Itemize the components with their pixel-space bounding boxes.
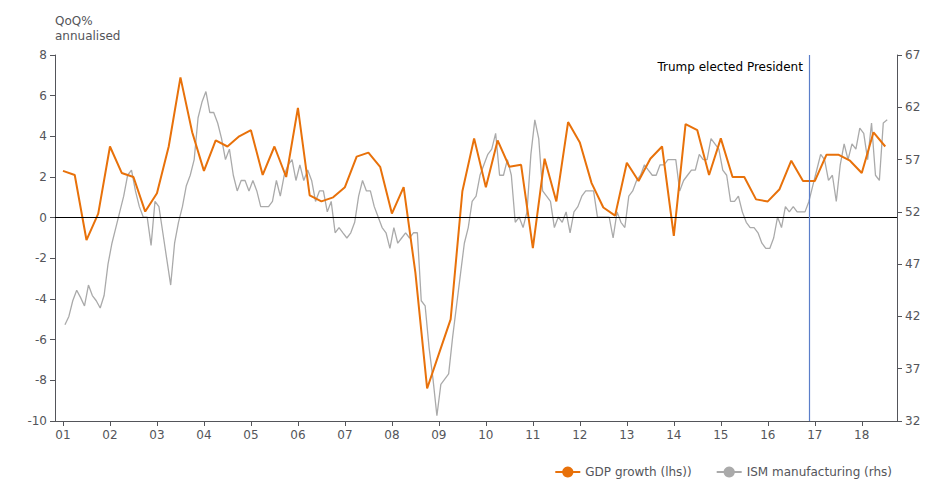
svg-text:32: 32 (905, 414, 920, 428)
svg-text:ISM manufacturing (rhs): ISM manufacturing (rhs) (747, 465, 892, 479)
svg-text:-10: -10 (27, 414, 47, 428)
svg-text:18: 18 (854, 428, 869, 442)
svg-text:-8: -8 (35, 373, 47, 387)
svg-text:04: 04 (196, 428, 211, 442)
svg-text:11: 11 (525, 428, 540, 442)
svg-text:08: 08 (384, 428, 399, 442)
svg-text:4: 4 (39, 129, 47, 143)
svg-text:10: 10 (478, 428, 493, 442)
svg-text:57: 57 (905, 153, 920, 167)
svg-text:47: 47 (905, 257, 920, 271)
svg-text:0: 0 (39, 211, 47, 225)
svg-text:-4: -4 (35, 292, 47, 306)
svg-text:QoQ%: QoQ% (55, 14, 93, 28)
svg-text:05: 05 (243, 428, 258, 442)
svg-text:62: 62 (905, 100, 920, 114)
svg-text:Trump elected President: Trump elected President (656, 60, 803, 74)
svg-text:annualised: annualised (55, 29, 120, 43)
svg-text:GDP growth (lhs)): GDP growth (lhs)) (585, 465, 691, 479)
svg-text:17: 17 (807, 428, 822, 442)
svg-text:8: 8 (39, 48, 47, 62)
svg-text:12: 12 (572, 428, 587, 442)
svg-text:-2: -2 (35, 251, 47, 265)
svg-text:67: 67 (905, 48, 920, 62)
svg-text:-6: -6 (35, 333, 47, 347)
svg-text:06: 06 (290, 428, 305, 442)
svg-text:07: 07 (337, 428, 352, 442)
svg-text:2: 2 (39, 170, 47, 184)
svg-text:42: 42 (905, 309, 920, 323)
svg-text:6: 6 (39, 89, 47, 103)
svg-text:14: 14 (666, 428, 681, 442)
svg-text:09: 09 (431, 428, 446, 442)
svg-text:13: 13 (619, 428, 634, 442)
svg-text:03: 03 (149, 428, 164, 442)
svg-text:01: 01 (55, 428, 70, 442)
svg-text:15: 15 (713, 428, 728, 442)
svg-text:16: 16 (760, 428, 775, 442)
svg-text:37: 37 (905, 362, 920, 376)
svg-text:02: 02 (102, 428, 117, 442)
svg-text:52: 52 (905, 205, 920, 219)
